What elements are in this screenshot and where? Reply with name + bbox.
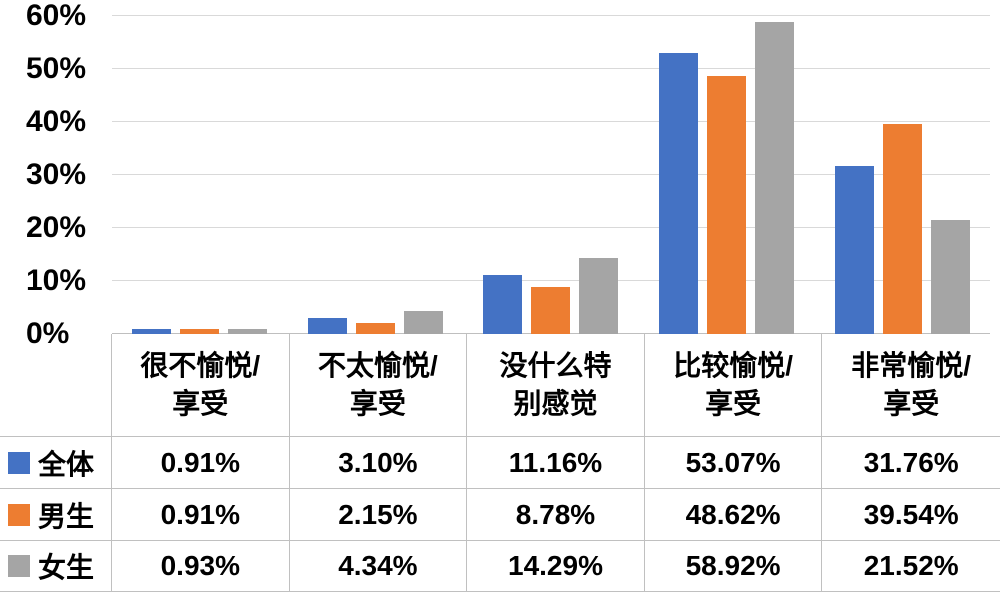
plot-wrap: 0% 10% 20% 30% 40% 50% 60% [0,1,1000,349]
value-cell: 48.62% [644,488,823,540]
legend-cell: 全体 [0,436,112,488]
legend-cell: 男生 [0,488,112,540]
bar-全体 [132,329,172,334]
category-label-line: 很不愉悦/ [140,350,261,382]
value-cell: 4.34% [289,540,468,592]
value-cell: 2.15% [289,488,468,540]
y-axis-tick-label: 20% [26,211,87,244]
value-cell: 14.29% [467,540,645,592]
bar-groups [112,16,990,334]
value-cell: 0.91% [112,436,290,488]
axis-corner [0,334,112,436]
bar-男生 [707,76,747,334]
value-cell: 21.52% [822,540,1000,592]
category-label: 没什么特 别感觉 [467,334,645,436]
value-cell: 58.92% [644,540,823,592]
bar-group [112,16,288,334]
category-label: 非常愉悦/享受 [822,334,1000,436]
bar-全体 [307,317,347,334]
legend-cell: 女生 [0,540,112,592]
series-name: 全体 [38,448,95,480]
value-cell: 39.54% [822,488,1000,540]
bar-group [814,16,990,334]
bar-男生 [531,287,571,334]
value-cell: 31.76% [822,436,1000,488]
value-cell: 3.10% [289,436,468,488]
category-label-line: 别感觉 [513,388,598,419]
category-label-line: 没什么特 [499,350,612,382]
series-name: 男生 [38,500,95,532]
bar-女生 [579,258,619,334]
category-label-line: 非常愉悦/ [851,350,972,382]
category-label-line: 享受 [349,388,406,419]
bar-女生 [755,21,795,334]
legend-swatch [8,503,30,526]
bar-女生 [930,219,970,334]
y-axis-tick-label: 50% [26,52,87,85]
value-cell: 11.16% [467,436,645,488]
value-cell: 8.78% [467,488,645,540]
category-label-line: 享受 [705,388,762,419]
category-label: 很不愉悦/享受 [112,334,290,436]
category-label-line: 不太愉悦/ [318,350,438,382]
gridline [112,121,990,122]
category-label-line: 享受 [883,388,940,419]
plot-area [112,15,990,334]
category-label: 比较愉悦/享受 [645,334,823,436]
bar-全体 [483,274,523,334]
data-table: 很不愉悦/享受 不太愉悦/享受 没什么特 别感觉 比较愉悦/享受 非常愉悦/享受 全体 0.9… [0,334,1000,592]
gridline [112,280,990,281]
gridline [112,227,990,228]
bar-男生 [882,124,922,334]
value-cell: 0.93% [112,540,290,592]
bar-group [288,16,464,334]
bar-男生 [355,322,395,334]
category-label: 不太愉悦/享受 [290,334,468,436]
bar-group [639,16,815,334]
y-axis: 0% 10% 20% 30% 40% 50% 60% [0,1,112,349]
bar-女生 [228,329,268,334]
value-cell: 53.07% [644,436,823,488]
series-name: 女生 [38,552,95,583]
bar-男生 [180,329,220,334]
y-axis-tick-label: 0% [26,317,70,350]
gridline [112,174,990,175]
bar-全体 [834,165,874,334]
legend-swatch [8,555,30,577]
y-axis-tick-label: 60% [26,0,87,32]
bar-全体 [659,52,699,334]
gridline [112,15,990,16]
category-label-line: 比较愉悦/ [673,350,793,382]
y-axis-tick-label: 40% [26,105,87,138]
bar-女生 [403,311,443,334]
gridline [112,68,990,69]
legend-swatch [8,451,30,474]
category-label-line: 享受 [172,388,229,419]
value-cell: 0.91% [112,488,290,540]
y-axis-tick-label: 30% [26,158,87,191]
bar-group [463,16,639,334]
y-axis-tick-label: 10% [26,264,87,297]
